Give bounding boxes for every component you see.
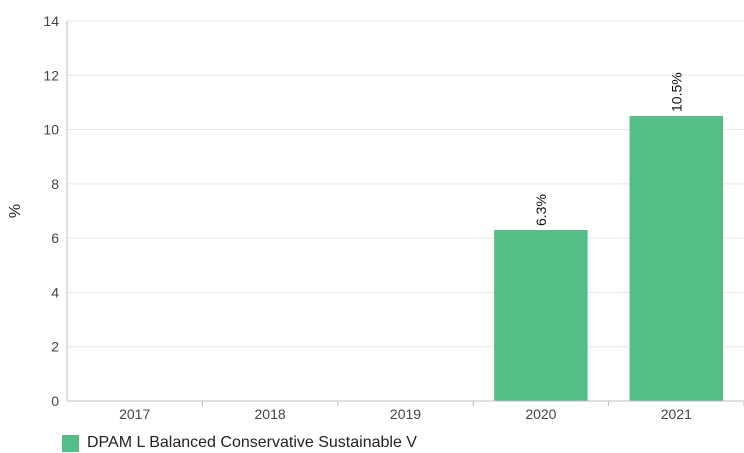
y-tick-label: 2 [51, 339, 59, 355]
y-tick-label: 10 [43, 122, 59, 138]
y-tick-label: 4 [51, 284, 59, 300]
bar-2021[interactable] [629, 116, 724, 401]
x-tick-label: 2017 [119, 406, 150, 422]
y-tick-label: 8 [51, 176, 59, 192]
bars [494, 116, 724, 401]
y-axis-ticks: 0 2 4 6 8 10 12 14 [43, 13, 59, 409]
data-labels: 6.3% 10.5% [533, 72, 684, 226]
bar-2020[interactable] [494, 230, 588, 401]
y-tick-label: 6 [51, 230, 59, 246]
x-tick-label: 2020 [525, 406, 556, 422]
data-label-2020: 6.3% [533, 194, 549, 226]
x-axis-ticks: 2017 2018 2019 2020 2021 [119, 401, 744, 422]
y-axis-title: % [7, 204, 24, 218]
y-tick-label: 12 [43, 67, 59, 83]
legend-label: DPAM L Balanced Conservative Sustainable… [87, 434, 417, 451]
y-tick-label: 0 [51, 393, 59, 409]
legend: DPAM L Balanced Conservative Sustainable… [62, 434, 417, 452]
y-tick-label: 14 [43, 13, 59, 29]
x-tick-label: 2019 [390, 406, 421, 422]
x-tick-label: 2018 [255, 406, 286, 422]
data-label-2021: 10.5% [668, 72, 684, 112]
legend-swatch [62, 434, 79, 452]
x-tick-label: 2021 [661, 406, 692, 422]
grid-lines [67, 20, 744, 348]
